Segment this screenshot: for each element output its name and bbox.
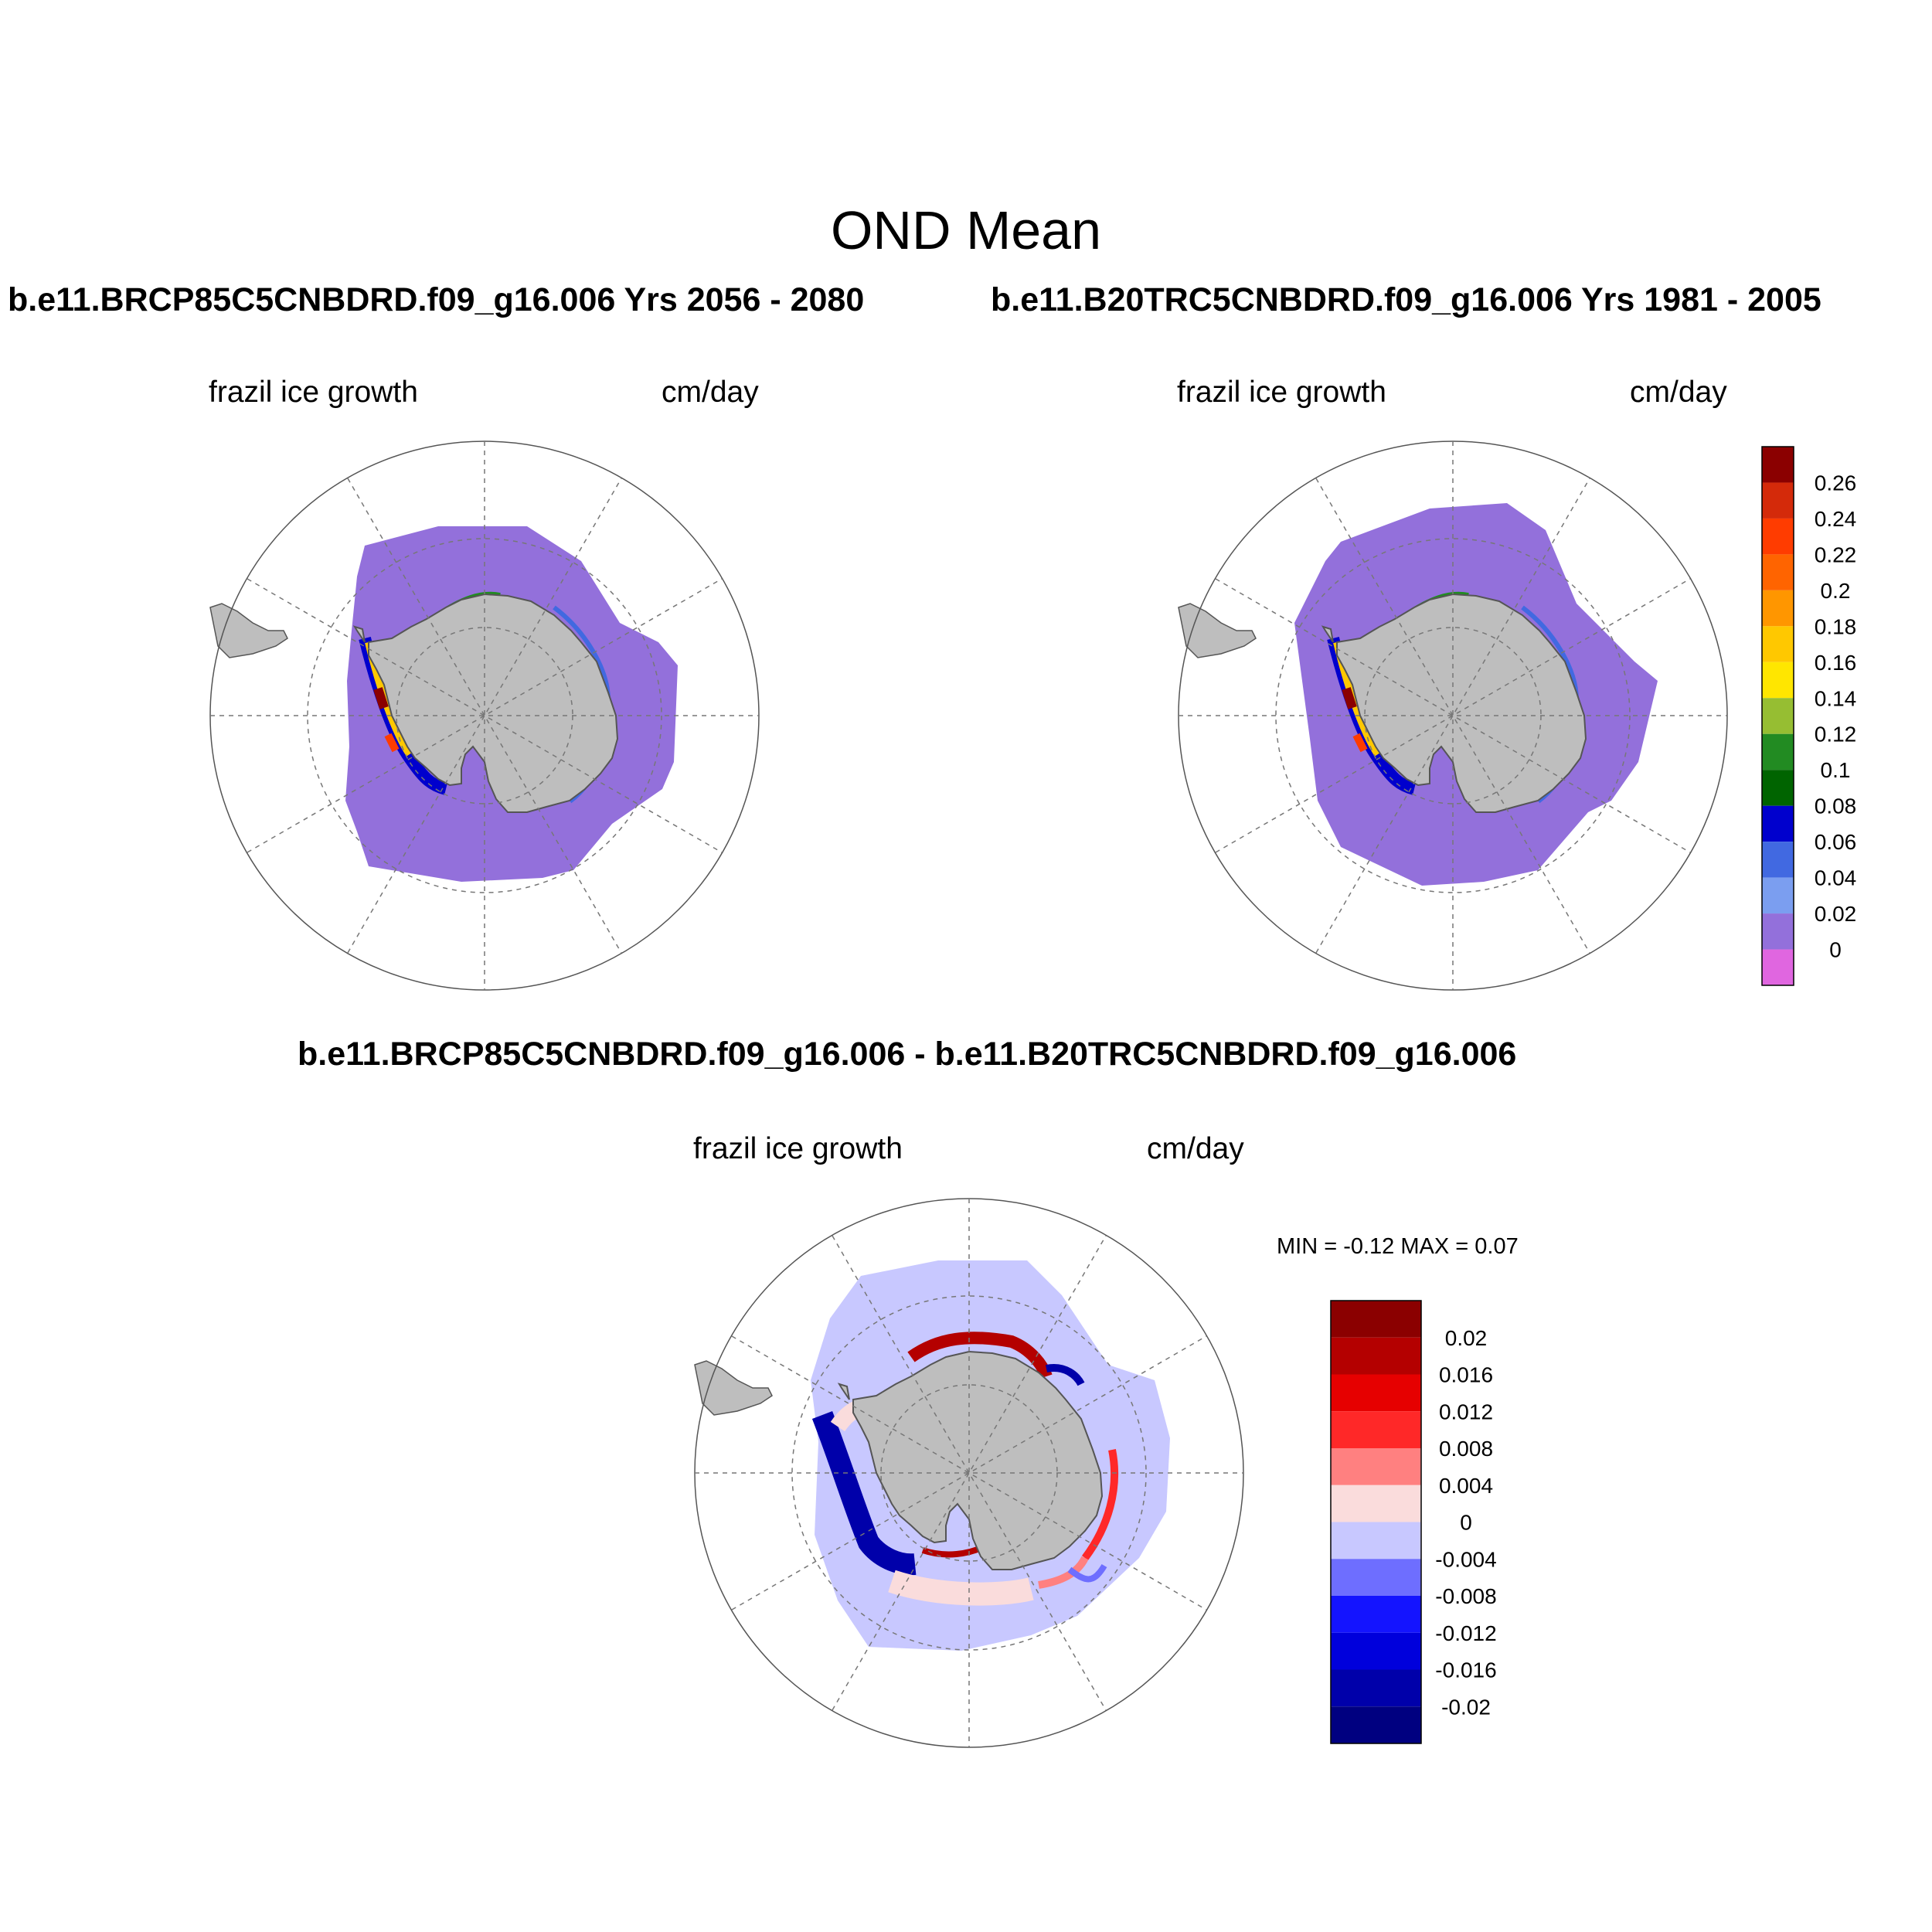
colorbar-difference-tick-label: 0.016 — [1439, 1363, 1493, 1387]
colorbar-difference-tick-label: 0.008 — [1439, 1437, 1493, 1461]
colorbar-mean-frame — [1761, 446, 1794, 986]
colorbar-mean-swatch — [1762, 554, 1794, 590]
colorbar-mean-tick-label: 0.12 — [1815, 723, 1857, 747]
colorbar-difference: 0.02 0.016 0.012 0.008 0.004 0 -0.004 -0.008 -0.… — [1330, 1300, 1497, 1744]
colorbar-difference-swatch — [1331, 1706, 1421, 1743]
colorbar-mean-swatch — [1762, 590, 1794, 627]
colorbar-mean-swatch — [1762, 626, 1794, 662]
colorbar-mean-swatch — [1762, 482, 1794, 519]
colorbar-mean-tick-label: 0.02 — [1815, 902, 1857, 926]
colorbar-difference-swatch — [1331, 1448, 1421, 1485]
units-label-future: cm/day — [662, 376, 759, 409]
colorbar-difference-tick-label: -0.004 — [1435, 1547, 1496, 1571]
figure-title: OND Mean — [830, 200, 1102, 260]
colorbar-difference-swatch — [1331, 1337, 1421, 1375]
colorbar-mean-tick-label: 0.24 — [1815, 507, 1857, 531]
colorbar-difference-tick-label: -0.02 — [1441, 1695, 1491, 1719]
colorbar-difference-tick-label: -0.012 — [1435, 1621, 1496, 1645]
colorbar-mean-swatch — [1762, 949, 1794, 985]
colorbar-mean-swatch — [1762, 805, 1794, 842]
colorbar-mean-swatch — [1762, 733, 1794, 770]
colorbar-difference-swatch — [1331, 1669, 1421, 1707]
polar-map-historical — [1178, 440, 1728, 991]
panel-title-future: b.e11.BRCP85C5CNBDRD.f09_g16.006 Yrs 205… — [8, 281, 865, 318]
colorbar-mean-swatch — [1762, 447, 1794, 483]
units-label-historical: cm/day — [1630, 376, 1727, 409]
colorbar-difference-tick-label: 0.012 — [1439, 1400, 1493, 1423]
colorbar-difference-swatch — [1331, 1411, 1421, 1448]
colorbar-difference-tick-label: -0.016 — [1435, 1658, 1496, 1682]
colorbar-mean-tick-label: 0.18 — [1815, 614, 1857, 638]
colorbar-difference-tick-label: -0.008 — [1435, 1584, 1496, 1608]
colorbar-mean-tick-label: 0.26 — [1815, 471, 1857, 495]
colorbar-mean-tick-label: 0 — [1829, 938, 1842, 962]
panel-title-difference: b.e11.BRCP85C5CNBDRD.f09_g16.006 - b.e11… — [298, 1036, 1517, 1073]
colorbar-difference-swatch — [1331, 1632, 1421, 1670]
colorbar-difference-tick-label: 0.004 — [1439, 1474, 1493, 1498]
units-label-difference: cm/day — [1147, 1132, 1244, 1165]
south-america-landmass — [1178, 603, 1257, 658]
south-america-landmass — [209, 603, 288, 658]
colorbar-mean-tick-label: 0.1 — [1821, 758, 1851, 782]
colorbar-mean-tick-label: 0.04 — [1815, 866, 1857, 890]
colorbar-difference-swatch — [1331, 1301, 1421, 1338]
min-max-stats: MIN = -0.12 MAX = 0.07 — [1277, 1234, 1519, 1259]
south-america-landmass — [694, 1360, 773, 1416]
variable-label-difference: frazil ice growth — [693, 1132, 903, 1165]
colorbar-difference-swatch — [1331, 1374, 1421, 1412]
colorbar-difference-swatch — [1331, 1485, 1421, 1522]
colorbar-mean-swatch — [1762, 877, 1794, 914]
colorbar-mean: 0.26 0.24 0.22 0.2 0.18 0.16 0.14 0.12 0.1 0.08 0.… — [1761, 446, 1857, 986]
colorbar-mean-tick-label: 0.16 — [1815, 651, 1857, 675]
colorbar-mean-swatch — [1762, 698, 1794, 734]
colorbar-difference-swatch — [1331, 1596, 1421, 1633]
variable-label-future: frazil ice growth — [209, 376, 418, 409]
colorbar-mean-swatch — [1762, 770, 1794, 806]
colorbar-mean-tick-label: 0.06 — [1815, 830, 1857, 854]
polar-map-difference — [694, 1198, 1244, 1748]
colorbar-mean-tick-label: 0.2 — [1821, 579, 1851, 603]
colorbar-mean-swatch — [1762, 518, 1794, 555]
colorbar-difference-swatch — [1331, 1559, 1421, 1596]
colorbar-mean-tick-label: 0.14 — [1815, 686, 1857, 710]
colorbar-difference-tick-label: 0 — [1460, 1511, 1472, 1535]
colorbar-mean-swatch — [1762, 913, 1794, 950]
panel-title-historical: b.e11.B20TRC5CNBDRD.f09_g16.006 Yrs 1981… — [991, 281, 1821, 318]
variable-label-historical: frazil ice growth — [1177, 376, 1386, 409]
colorbar-mean-swatch — [1762, 662, 1794, 699]
colorbar-mean-tick-label: 0.08 — [1815, 794, 1857, 818]
colorbar-difference-frame — [1330, 1300, 1422, 1744]
polar-map-future — [209, 440, 760, 991]
colorbar-mean-tick-label: 0.22 — [1815, 543, 1857, 566]
colorbar-mean-swatch — [1762, 842, 1794, 878]
colorbar-difference-swatch — [1331, 1522, 1421, 1560]
colorbar-difference-tick-label: 0.02 — [1445, 1326, 1488, 1350]
